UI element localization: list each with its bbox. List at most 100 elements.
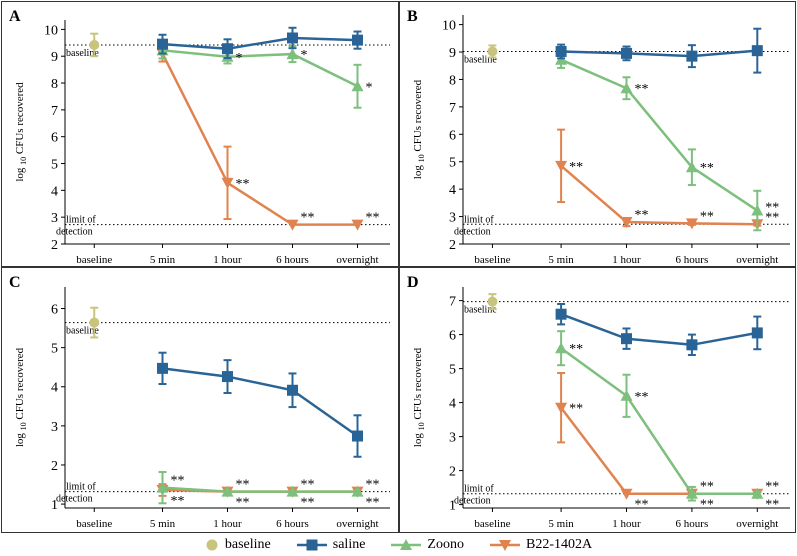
lod-label-line1: limit of: [66, 482, 96, 493]
significance-label: **: [635, 498, 649, 513]
series-line: [560, 347, 758, 495]
y-tick-label: 3: [449, 211, 456, 226]
panel-border: [1, 1, 399, 267]
panel-border: [399, 1, 796, 267]
y-tick-label: 1: [449, 499, 456, 514]
series-line: [560, 58, 758, 212]
baseline-point: [487, 296, 498, 307]
triangle-up-marker-icon: [391, 539, 422, 550]
x-tick-label: 6 hours: [276, 254, 309, 266]
series-line: [560, 313, 758, 347]
legend-label: Zoono: [427, 537, 464, 552]
series-zoono: * * *: [156, 41, 373, 109]
y-tick-label: 1: [51, 498, 58, 513]
data-point: [555, 308, 567, 320]
series-line: [162, 367, 359, 438]
series-line: [162, 49, 359, 88]
baseline-point: [89, 317, 100, 328]
panel-border: [1, 267, 399, 533]
data-point: [157, 38, 168, 50]
data-point: [286, 48, 299, 60]
y-axis-label: log 10 CFUs recovered: [412, 79, 426, 179]
legend-label: saline: [332, 537, 366, 552]
data-point: [751, 487, 764, 499]
y-tick-label: 4: [51, 381, 58, 396]
y-tick-label: 2: [449, 238, 456, 253]
data-point: [620, 389, 633, 401]
legend-item-baseline: baseline: [205, 537, 271, 553]
series-saline: [555, 303, 763, 356]
y-tick-label: 4: [449, 397, 456, 412]
y-tick-label: 3: [449, 431, 456, 446]
data-point: [685, 161, 698, 173]
significance-label: **: [236, 478, 250, 493]
x-tick-label: baseline: [76, 254, 112, 266]
x-tick-label: 5 min: [548, 254, 574, 266]
lod-label-line1: limit of: [66, 215, 96, 226]
significance-label: **: [635, 208, 649, 223]
x-tick-label: 5 min: [150, 254, 176, 266]
lod-label-line2: detection: [56, 227, 93, 238]
data-point: [286, 219, 299, 231]
legend-item-b22-1402a: B22-1402A: [489, 537, 592, 553]
lod-label-line2: detection: [454, 496, 491, 507]
y-tick-label: 4: [449, 183, 456, 198]
significance-label: **: [366, 496, 380, 511]
legend: baseline saline Zoono B22-1402A: [0, 534, 797, 556]
significance-label: **: [700, 480, 714, 495]
x-tick-label: overnight: [336, 518, 378, 530]
significance-label: **: [700, 161, 714, 176]
x-tick-label: baseline: [474, 254, 510, 266]
series-saline: [157, 26, 363, 60]
data-point: [221, 177, 234, 189]
significance-label: **: [700, 498, 714, 513]
baseline-reference-label: baseline: [66, 326, 99, 337]
x-tick-label: 1 hour: [213, 254, 242, 266]
panel-letter: D: [407, 274, 419, 291]
x-tick-label: overnight: [736, 518, 778, 530]
x-tick-label: 5 min: [150, 518, 176, 530]
data-point: [620, 488, 633, 500]
y-tick-label: 9: [51, 50, 58, 65]
y-tick-label: 8: [51, 77, 58, 92]
significance-label: *: [236, 51, 243, 66]
series-line: [560, 164, 758, 226]
data-point: [351, 80, 364, 92]
series-line: [162, 36, 358, 50]
x-tick-label: 6 hours: [276, 518, 309, 530]
y-tick-label: 4: [51, 184, 58, 199]
square-marker-icon: [296, 539, 327, 551]
significance-label: **: [635, 82, 649, 97]
y-tick-label: 5: [449, 363, 456, 378]
x-tick-label: baseline: [474, 518, 510, 530]
data-point: [620, 82, 633, 94]
data-point: [287, 384, 298, 396]
y-tick-label: 3: [51, 420, 58, 435]
significance-label: **: [301, 478, 315, 493]
data-point: [351, 219, 364, 231]
significance-label: **: [236, 177, 250, 192]
significance-label: **: [765, 480, 779, 495]
significance-label: **: [171, 494, 185, 509]
significance-label: **: [700, 209, 714, 224]
panel-letter: A: [9, 8, 21, 25]
data-point: [222, 43, 233, 55]
significance-label: **: [301, 211, 315, 226]
significance-label: **: [569, 160, 583, 175]
legend-item-zoono: Zoono: [391, 537, 464, 553]
x-tick-label: 6 hours: [676, 518, 709, 530]
y-tick-label: 9: [449, 46, 456, 61]
panel-border: [399, 267, 796, 533]
lod-label-line1: limit of: [464, 484, 494, 495]
y-tick-label: 8: [449, 73, 456, 88]
significance-label: **: [236, 496, 250, 511]
x-tick-label: 1 hour: [612, 518, 641, 530]
data-point: [351, 485, 364, 497]
series-saline: [157, 351, 363, 458]
lod-label-line1: limit of: [464, 214, 494, 225]
data-point: [286, 485, 299, 497]
series-b22-1402a: ** ** ** **: [555, 372, 779, 513]
significance-label: **: [569, 342, 583, 357]
y-axis-label: log 10 CFUs recovered: [14, 347, 28, 447]
